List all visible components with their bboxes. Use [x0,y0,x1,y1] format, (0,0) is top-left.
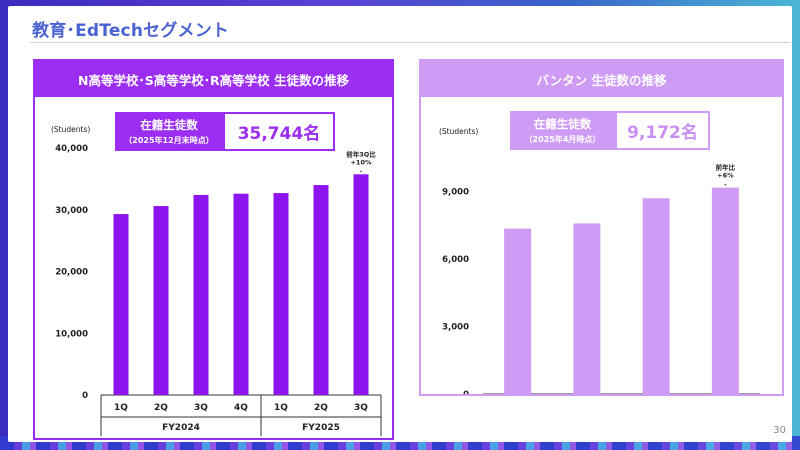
right-bar [642,198,670,394]
left-kpi-label-text: 在籍生徒数 [140,118,198,132]
left-chart-panel: N高等学校･S高等学校･R高等学校 生徒数の推移 在籍生徒数 （2025年12月… [33,59,394,440]
left-y-tick-label: 30,000 [55,206,88,216]
left-y-tick-label: 10,000 [55,329,88,339]
slide-title: 教育･EdTechセグメント [32,21,230,41]
right-y-tick-label: 3,000 [442,323,469,333]
left-annotation-text: 前年3Q比 [346,149,376,158]
right-y-tick-label: 6,000 [442,255,469,265]
left-y-tick-label: 40,000 [55,144,88,154]
left-kpi-label: 在籍生徒数 （2025年12月末時点） [115,112,223,151]
slide-page: 教育･EdTechセグメント N高等学校･S高等学校･R高等学校 生徒数の推移 … [8,6,792,442]
left-x-tick-label: 4Q [234,403,248,413]
right-y-axis-label: (Students) [439,127,478,136]
title-divider [30,42,790,43]
right-kpi-sublabel: （2025年4月時点） [524,135,601,144]
left-bar [113,214,129,395]
right-panel-header: バンタン 生徒数の推移 [421,61,782,97]
left-y-axis-label: (Students) [51,125,90,134]
left-annotation-text: +10% [350,158,371,166]
left-x-tick-label: 1Q [274,403,288,413]
right-kpi-label: 在籍生徒数 （2025年4月時点） [510,111,615,150]
right-bar-chart: (Students)03,0006,0009,000FY2022AprilFY2… [439,127,760,394]
right-bar [504,228,532,394]
left-bar [313,185,329,395]
right-annotation-text: 前年比 [716,163,736,172]
right-bar [711,187,739,394]
left-annotation-dot [360,170,362,173]
right-y-tick-label: 9,000 [442,188,469,198]
left-x-tick-label: 2Q [154,403,168,413]
left-x-tick-label: 3Q [354,403,368,413]
right-kpi-value: 9,172名 [615,111,710,150]
left-y-tick-label: 20,000 [55,268,88,278]
right-annotation-dot [724,183,727,186]
left-bar [273,193,289,395]
left-bar [153,206,169,395]
right-bar [573,223,601,394]
left-x-tick-label: 1Q [114,403,128,413]
right-y-tick-label: 0 [463,390,469,394]
left-x-tick-label: 2Q [314,403,328,413]
right-annotation-text: +6% [717,172,734,180]
left-bar [193,194,209,395]
left-kpi-value: 35,744名 [223,112,335,151]
left-bar [233,193,249,395]
right-chart-panel: バンタン 生徒数の推移 在籍生徒数 （2025年4月時点） 9,172名 (St… [419,59,784,396]
left-kpi-sublabel: （2025年12月末時点） [124,136,214,145]
left-bar-chart: (Students) 0 10,000 20,000 30,000 40,000 1Q 2Q 3… [51,125,382,436]
left-group-label: FY2024 [162,423,200,433]
left-y-tick-label: 0 [82,391,88,401]
right-kpi-label-text: 在籍生徒数 [533,117,592,131]
left-panel-header: N高等学校･S高等学校･R高等学校 生徒数の推移 [35,61,392,97]
page-number: 30 [773,425,786,436]
left-bar [353,174,369,395]
left-group-label: FY2025 [302,423,340,433]
left-x-tick-label: 3Q [194,403,208,413]
